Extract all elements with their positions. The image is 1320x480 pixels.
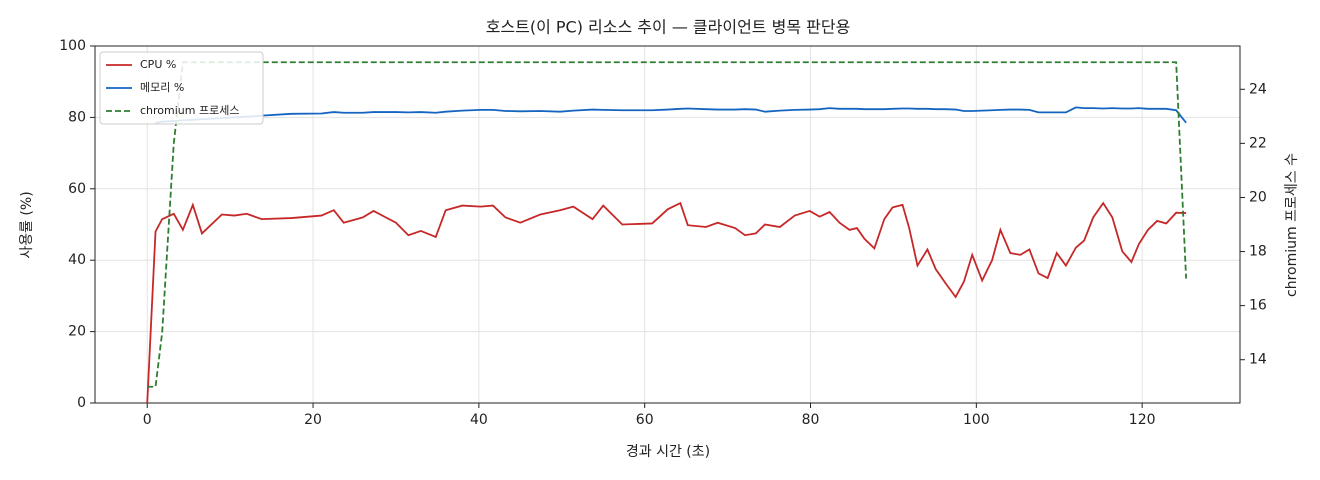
y-tick-label: 40 bbox=[68, 252, 86, 268]
y2-tick-label: 18 bbox=[1249, 244, 1267, 260]
y2-axis-label: chromium 프로세스 수 bbox=[1284, 153, 1300, 297]
x-tick-label: 100 bbox=[963, 412, 990, 428]
x-axis-label: 경과 시간 (초) bbox=[626, 444, 710, 460]
series-line bbox=[147, 61, 1188, 388]
plot-frame bbox=[94, 45, 1241, 404]
x-tick-label: 120 bbox=[1129, 412, 1156, 428]
legend: CPU % 메모리 % chromium 프로세스 bbox=[99, 51, 264, 125]
y2-tick-label: 22 bbox=[1249, 135, 1267, 151]
y-tick-label: 80 bbox=[68, 109, 86, 125]
chart-title: 호스트(이 PC) 리소스 추이 — 클라이언트 병목 판단용 bbox=[486, 18, 851, 37]
x-tick-label: 40 bbox=[470, 412, 488, 428]
y2-tick-label: 24 bbox=[1249, 81, 1267, 97]
legend-box bbox=[99, 51, 264, 125]
y-axis-label: 사용률 (%) bbox=[19, 191, 35, 258]
y-tick-label: 60 bbox=[68, 181, 86, 197]
series-line bbox=[155, 106, 1187, 124]
legend-label: 메모리 % bbox=[140, 81, 184, 94]
y-tick-label: 100 bbox=[59, 38, 86, 54]
y2-tick-label: 14 bbox=[1249, 352, 1267, 368]
x-tick-label: 80 bbox=[802, 412, 820, 428]
x-tick-label: 20 bbox=[304, 412, 322, 428]
y-tick-label: 0 bbox=[77, 395, 86, 411]
y-tick-label: 20 bbox=[68, 324, 86, 340]
y2-tick-label: 20 bbox=[1249, 189, 1267, 205]
legend-label: chromium 프로세스 bbox=[140, 104, 239, 117]
x-tick-label: 60 bbox=[636, 412, 654, 428]
y2-tick-label: 16 bbox=[1249, 298, 1267, 314]
legend-label: CPU % bbox=[140, 58, 176, 71]
x-tick-label: 0 bbox=[143, 412, 152, 428]
series-line bbox=[146, 201, 1187, 404]
